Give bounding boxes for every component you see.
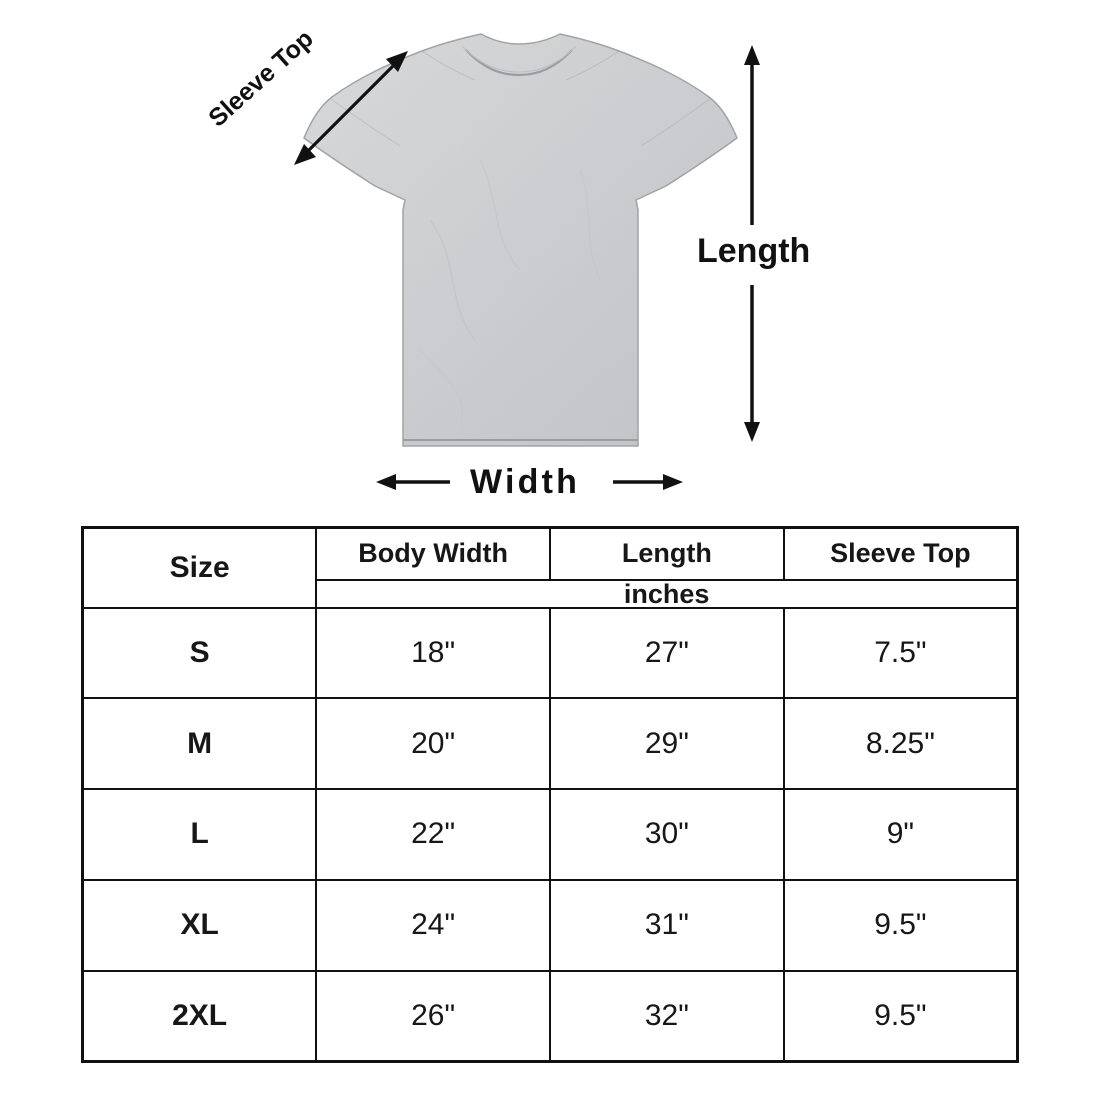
svg-text:Sleeve Top: Sleeve Top xyxy=(203,25,318,133)
